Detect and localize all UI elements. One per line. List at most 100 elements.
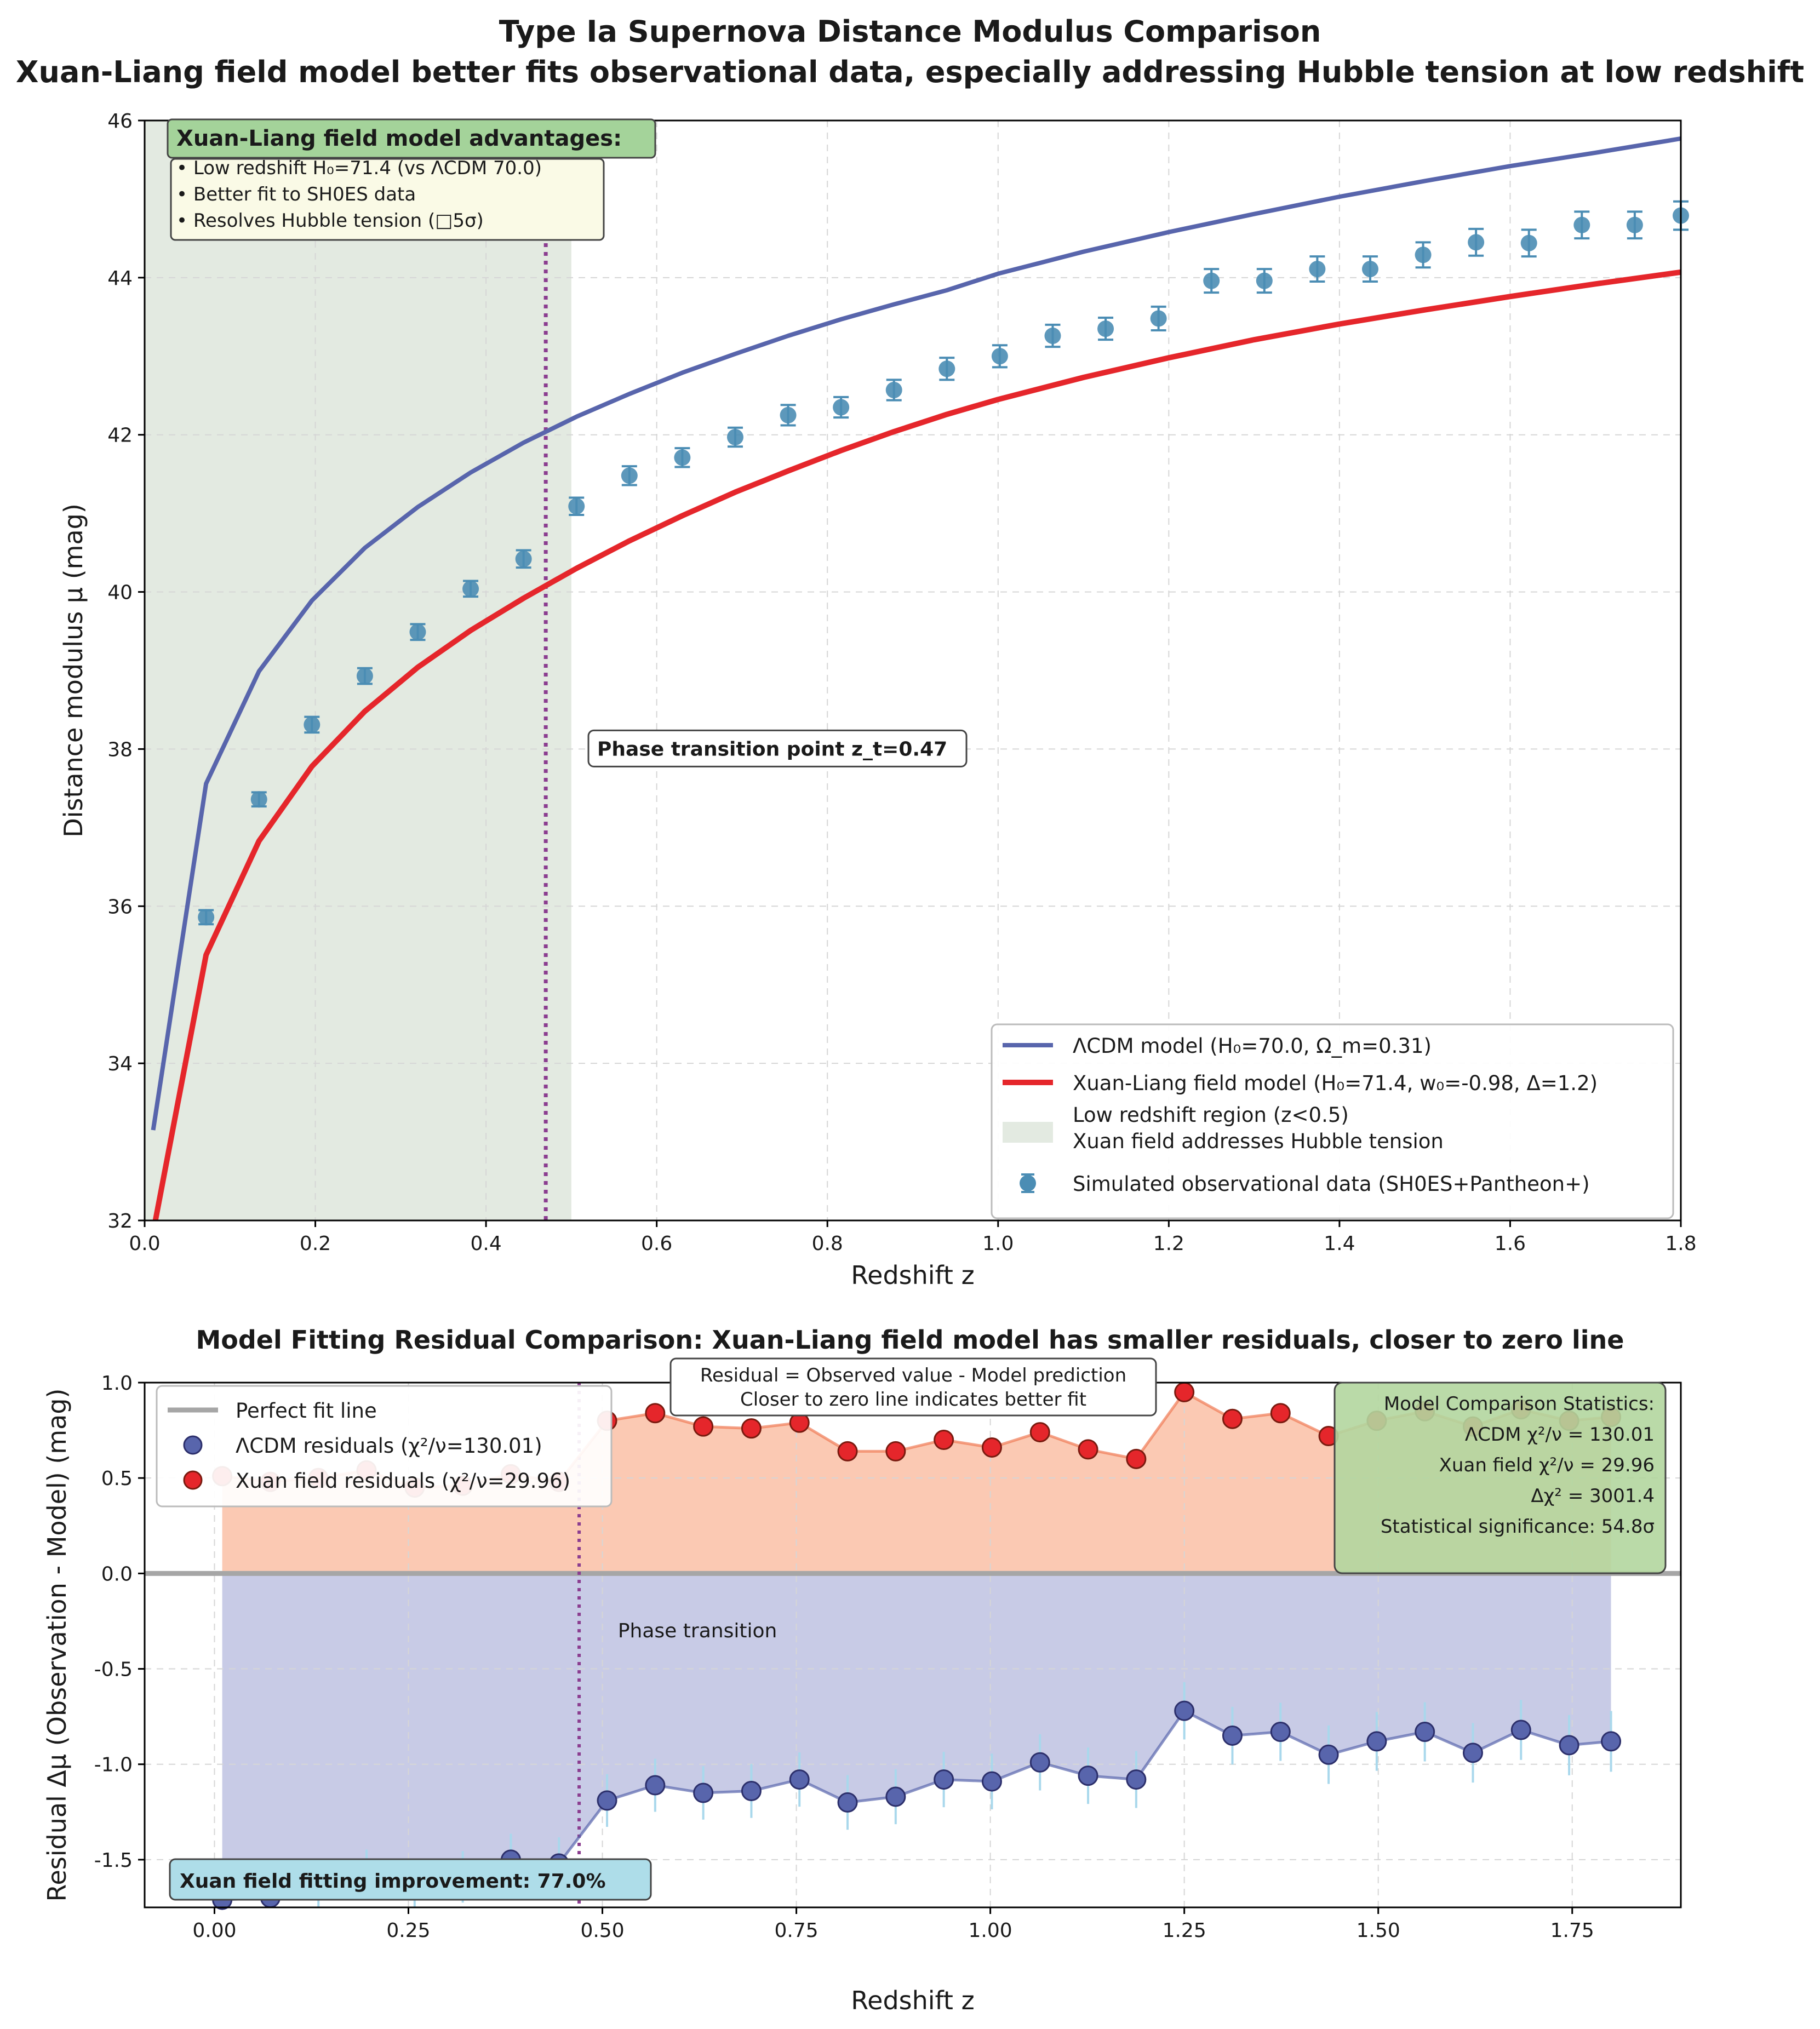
lcdm-residual-point <box>1559 1735 1579 1756</box>
lcdm-residual-point <box>885 1786 906 1807</box>
lcdm-residual-point <box>1510 1720 1531 1740</box>
data-point <box>568 498 585 515</box>
improvement-annotation: Xuan field fitting improvement: 77.0% <box>169 1858 652 1901</box>
data-point <box>1468 234 1485 251</box>
x-tick-label: 1.75 <box>1550 1919 1594 1942</box>
x-tick-label: 0.0 <box>129 1233 160 1255</box>
figure-subtitle: Xuan-Liang field model better fits obser… <box>16 55 1804 89</box>
lcdm-residual-point <box>1601 1731 1622 1752</box>
residual-title: Model Fitting Residual Comparison: Xuan-… <box>196 1325 1624 1355</box>
legend-region-swatch <box>1003 1122 1053 1143</box>
bottom-legend-box <box>156 1385 613 1508</box>
y-tick-label: 0.5 <box>101 1468 133 1490</box>
lcdm-residual-point <box>1174 1700 1195 1721</box>
lcdm-residual-point <box>1270 1722 1291 1743</box>
residual-note-box <box>669 1357 1157 1417</box>
top-plot-frame <box>144 119 1682 1222</box>
data-point <box>304 716 320 733</box>
legend-lcdm-residual-label: ΛCDM residuals (χ²/ν=130.01) <box>236 1434 542 1458</box>
advantage-line-2: • Better fit to SH0ES data <box>176 184 416 205</box>
data-point <box>515 551 532 568</box>
lcdm-residual-point <box>1462 1743 1483 1763</box>
legend-data-label: Simulated observational data (SH0ES+Pant… <box>1073 1172 1590 1196</box>
lcdm-model-line <box>151 136 1681 1131</box>
advantages-header: Xuan-Liang field model advantages: <box>176 126 622 151</box>
x-tick-label: 0.75 <box>774 1919 818 1942</box>
x-tick-label: 1.2 <box>1153 1233 1184 1255</box>
xuan-residual-point <box>837 1441 858 1461</box>
y-tick-label: 38 <box>107 738 133 761</box>
x-tick-label: 1.8 <box>1665 1233 1696 1255</box>
y-tick-label: 42 <box>107 425 133 447</box>
data-point <box>938 360 955 377</box>
xuan-residual-point <box>1174 1382 1195 1402</box>
y-tick-label: 32 <box>107 1210 133 1233</box>
data-point <box>726 429 743 446</box>
top-y-axis-label: Distance modulus μ (mag) <box>59 503 88 838</box>
data-point <box>1044 327 1061 344</box>
legend-xuan-label: Xuan-Liang field model (H₀=71.4, w₀=-0.9… <box>1073 1071 1598 1095</box>
lcdm-residual-point <box>934 1769 954 1790</box>
lcdm-residual-point <box>1366 1731 1387 1752</box>
x-tick-label: 0.8 <box>812 1233 843 1255</box>
residual-panel: Model Fitting Residual Comparison: Xuan-… <box>42 1325 1682 2015</box>
x-tick-label: 0.4 <box>470 1233 501 1255</box>
xuan-residual-point <box>1078 1439 1098 1460</box>
residual-note: Residual = Observed value - Model predic… <box>669 1357 1157 1417</box>
lcdm-residual-point <box>741 1780 762 1801</box>
data-point <box>198 909 215 926</box>
lcdm-residual-point <box>1222 1725 1243 1746</box>
data-point <box>991 348 1008 365</box>
improvement-label: Xuan field fitting improvement: 77.0% <box>180 1870 606 1893</box>
xuan-residual-point <box>1222 1408 1243 1429</box>
phase-transition-label-box <box>587 729 968 767</box>
x-tick-label: 1.6 <box>1495 1233 1526 1255</box>
x-tick-label: 1.50 <box>1357 1919 1400 1942</box>
data-point <box>674 449 691 466</box>
y-tick-label: 34 <box>107 1053 133 1075</box>
x-tick-label: 1.4 <box>1324 1233 1355 1255</box>
advantages-header-box <box>167 118 656 159</box>
legend-lcdm-label: ΛCDM model (H₀=70.0, Ω_m=0.31) <box>1073 1034 1432 1058</box>
x-tick-label: 0.6 <box>641 1233 672 1255</box>
observational-data-points <box>198 200 1689 926</box>
residual-note-line-2: Closer to zero line indicates better fit <box>740 1389 1086 1411</box>
y-tick-label: -1.0 <box>94 1754 133 1776</box>
data-point <box>833 399 850 416</box>
distance-modulus-panel: 0.0 0.2 0.4 0.6 0.8 1.0 1.2 1.4 1.6 1.8 32 34 36 38 40… <box>59 110 1697 1290</box>
y-tick-label: 1.0 <box>101 1372 133 1395</box>
x-tick-label: 0.25 <box>386 1919 430 1942</box>
legend-lcdm-residual-swatch <box>183 1435 203 1455</box>
x-tick-label: 1.00 <box>969 1919 1012 1942</box>
lcdm-residual-point <box>981 1771 1002 1792</box>
stats-line-2: ΛCDM χ²/ν = 130.01 <box>1465 1424 1655 1446</box>
lcdm-residual-point <box>693 1782 714 1803</box>
data-point <box>1626 216 1643 233</box>
statistics-box-bg <box>1333 1382 1667 1574</box>
advantages-body-box <box>170 158 605 241</box>
y-tick-label: -1.5 <box>94 1849 133 1872</box>
data-point <box>356 668 373 685</box>
lcdm-residual-point <box>1029 1752 1050 1773</box>
legend-data-swatch <box>1020 1173 1036 1193</box>
advantage-line-3: • Resolves Hubble tension (□5σ) <box>176 210 484 232</box>
data-point <box>780 406 797 423</box>
y-tick-label: 44 <box>107 267 133 290</box>
lcdm-residual-point <box>789 1769 810 1790</box>
phase-transition-annotation: Phase transition point z_t=0.47 <box>587 729 968 767</box>
stats-line-5: Statistical significance: 54.8σ <box>1381 1516 1655 1538</box>
bottom-y-axis-label: Residual Δμ (Observation - Model) (mag) <box>42 1389 72 1902</box>
data-point <box>1415 247 1432 263</box>
xuan-residual-point <box>693 1416 714 1437</box>
lcdm-residual-point <box>645 1775 666 1796</box>
y-tick-label: -0.5 <box>94 1659 133 1681</box>
data-point <box>409 623 426 640</box>
data-point <box>1097 320 1114 337</box>
advantage-line-1: • Low redshift H₀=71.4 (vs ΛCDM 70.0) <box>176 157 542 179</box>
y-tick-label: 36 <box>107 896 133 918</box>
legend-region-label-2: Xuan field addresses Hubble tension <box>1073 1130 1444 1153</box>
lcdm-residual-point <box>1318 1744 1339 1765</box>
top-ticks: 0.0 0.2 0.4 0.6 0.8 1.0 1.2 1.4 1.6 1.8 32 34 36 38 40… <box>107 110 1696 1255</box>
xuan-residual-fill <box>222 1392 1611 1574</box>
